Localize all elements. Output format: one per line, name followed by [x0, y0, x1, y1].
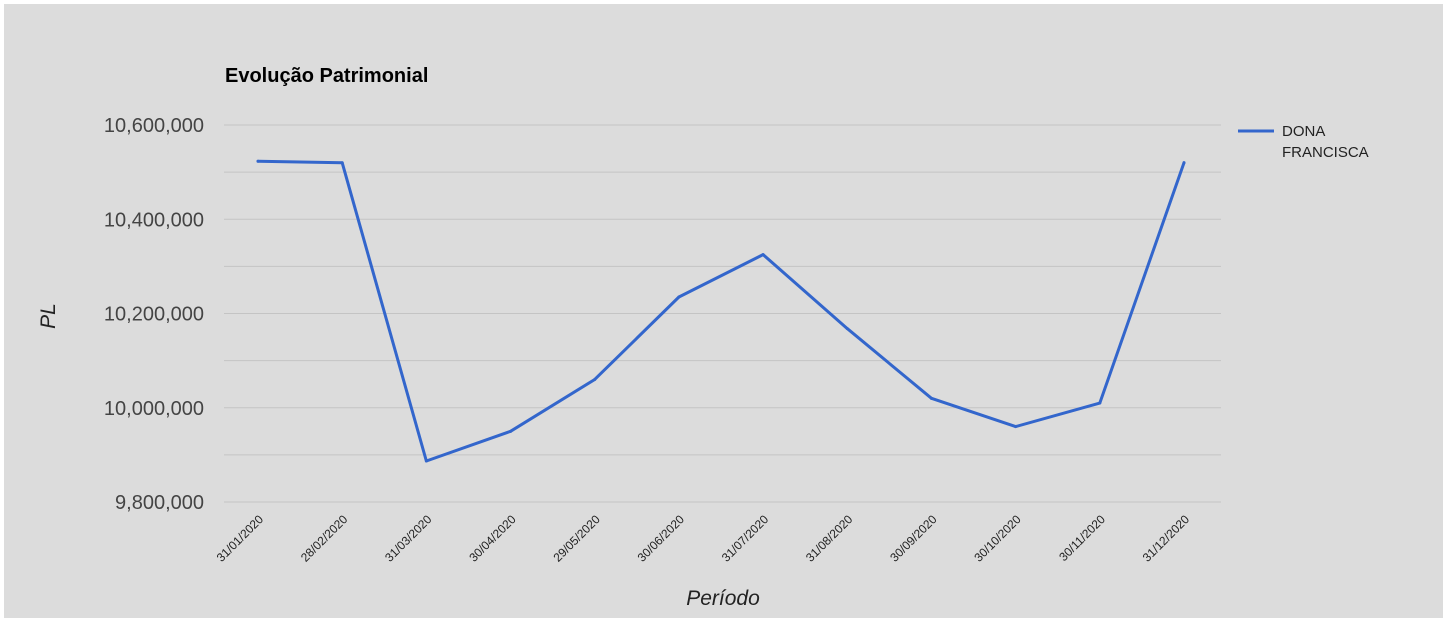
data-point[interactable]	[256, 159, 260, 163]
data-point[interactable]	[1182, 161, 1186, 165]
legend-label-line-1: DONA	[1282, 123, 1325, 140]
x-tick-label: 31/03/2020	[382, 512, 435, 565]
x-tick-label: 30/10/2020	[971, 512, 1024, 565]
x-tick-label: 29/05/2020	[550, 512, 603, 565]
y-axis-ticks: 9,800,000 10,000,000 10,200,000 10,400,000 1…	[104, 115, 204, 514]
data-point[interactable]	[761, 253, 765, 257]
x-tick-label: 30/06/2020	[635, 512, 688, 565]
y-tick-label: 10,600,000	[104, 115, 204, 137]
x-tick-label: 30/09/2020	[887, 512, 940, 565]
y-tick-label: 10,200,000	[104, 304, 204, 326]
data-point[interactable]	[845, 327, 849, 331]
y-tick-label: 9,800,000	[115, 492, 204, 514]
x-tick-label: 31/07/2020	[719, 512, 772, 565]
data-point[interactable]	[424, 459, 428, 463]
series-layer	[256, 159, 1186, 463]
data-point[interactable]	[1014, 425, 1018, 429]
data-point[interactable]	[929, 396, 933, 400]
x-tick-label: 31/08/2020	[803, 512, 856, 565]
legend: DONA FRANCISCA	[1238, 123, 1369, 161]
y-tick-label: 10,000,000	[104, 398, 204, 420]
x-tick-label: 30/04/2020	[466, 512, 519, 565]
data-point[interactable]	[340, 161, 344, 165]
data-point[interactable]	[677, 295, 681, 299]
line-chart: 9,800,000 10,000,000 10,200,000 10,400,000 1…	[37, 65, 1369, 610]
x-tick-label: 30/11/2020	[1056, 512, 1108, 564]
x-axis-label: Período	[686, 587, 760, 610]
data-point[interactable]	[593, 377, 597, 381]
legend-label-line-2: FRANCISCA	[1282, 144, 1369, 161]
data-point[interactable]	[1098, 401, 1102, 405]
x-tick-label: 31/12/2020	[1140, 512, 1193, 565]
data-point[interactable]	[509, 429, 513, 433]
series-line	[256, 159, 1186, 463]
chart-container: 9,800,000 10,000,000 10,200,000 10,400,000 1…	[4, 4, 1443, 618]
x-tick-label: 31/01/2020	[214, 512, 267, 565]
gridlines	[224, 124, 1221, 503]
y-axis-label: PL	[37, 303, 60, 329]
x-tick-label: 28/02/2020	[298, 512, 351, 565]
y-tick-label: 10,400,000	[104, 209, 204, 231]
chart-title: Evolução Patrimonial	[225, 65, 428, 87]
x-axis-ticks: 31/01/2020 28/02/2020 31/03/2020 30/04/2020…	[214, 512, 1193, 565]
